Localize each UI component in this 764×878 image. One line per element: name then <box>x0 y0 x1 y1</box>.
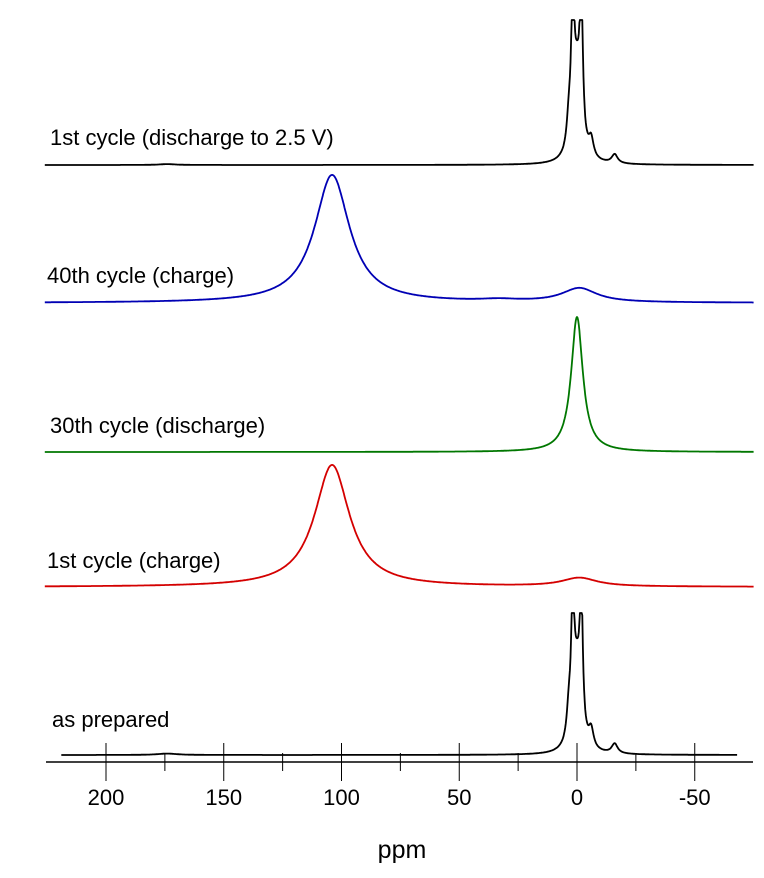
spectrum-line-30th-cycle-discharge <box>44 316 754 453</box>
spectrum-line-1st-cycle-discharge-to-2-5-v <box>44 19 754 166</box>
x-tick-label: 200 <box>88 785 125 810</box>
x-tick-label: 0 <box>571 785 583 810</box>
x-axis-title: ppm <box>378 836 427 864</box>
series-label-30th-cycle-discharge: 30th cycle (discharge) <box>50 413 265 438</box>
series-label-1st-cycle-discharge: 1st cycle (discharge to 2.5 V) <box>50 125 334 150</box>
x-tick-label: 100 <box>323 785 360 810</box>
x-tick-label: 50 <box>447 785 471 810</box>
series-label-as-prepared: as prepared <box>52 707 169 732</box>
x-tick-label: -50 <box>679 785 711 810</box>
series-label-40th-cycle-charge: 40th cycle (charge) <box>47 263 234 288</box>
series-labels: 1st cycle (discharge to 2.5 V) 40th cycl… <box>47 125 334 732</box>
x-axis-ticks: 200 150 100 50 0 -50 <box>88 743 711 810</box>
x-axis: 200 150 100 50 0 -50 ppm <box>46 743 753 864</box>
series-label-1st-cycle-charge: 1st cycle (charge) <box>47 548 221 573</box>
spectrum-line-40th-cycle-charge <box>44 173 754 304</box>
spectrum-line-as-prepared <box>60 612 738 756</box>
spectrum-line-1st-cycle-charge <box>44 463 754 588</box>
x-tick-label: 150 <box>205 785 242 810</box>
spectra-group <box>44 19 754 756</box>
